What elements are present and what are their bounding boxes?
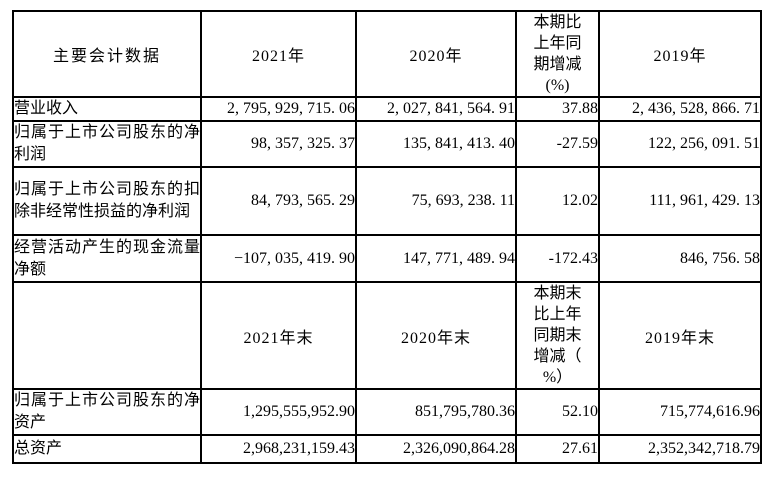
value-2021: 1,295,555,952.90 bbox=[200, 388, 357, 436]
header-2019: 2019年 bbox=[598, 10, 762, 98]
value-yoy: -27.59 bbox=[515, 120, 600, 168]
value-2020: 75, 693, 238. 11 bbox=[355, 166, 517, 236]
metric-label: 营业收入 bbox=[12, 96, 202, 122]
metric-label: 总资产 bbox=[12, 434, 202, 464]
table-row-operating-cash-flow: 经营活动产生的现金流量净额 −107, 035, 419. 90 147, 77… bbox=[12, 234, 762, 283]
value-yoy: 12.02 bbox=[515, 166, 600, 236]
value-yoy: 27.61 bbox=[515, 434, 600, 464]
table-row-net-assets: 归属于上市公司股东的净资产 1,295,555,952.90 851,795,7… bbox=[12, 388, 762, 436]
table-row-revenue: 营业收入 2, 795, 929, 715. 06 2, 027, 841, 5… bbox=[12, 96, 762, 122]
header-metric: 主要会计数据 bbox=[12, 10, 202, 98]
metric-label: 归属于上市公司股东的净资产 bbox=[12, 388, 202, 436]
header-2019-end: 2019年末 bbox=[598, 281, 762, 390]
value-2019: 2,352,342,718.79 bbox=[598, 434, 762, 464]
value-2019: 111, 961, 429. 13 bbox=[598, 166, 762, 236]
header-yoy-change: 本期比 上年同 期增减 (%) bbox=[515, 10, 600, 98]
value-2020: 2,326,090,864.28 bbox=[355, 434, 517, 464]
value-2020: 851,795,780.36 bbox=[355, 388, 517, 436]
value-2021: −107, 035, 419. 90 bbox=[200, 234, 357, 283]
table-row-net-profit: 归属于上市公司股东的净利润 98, 357, 325. 37 135, 841,… bbox=[12, 120, 762, 168]
value-2021: 98, 357, 325. 37 bbox=[200, 120, 357, 168]
value-2019: 846, 756. 58 bbox=[598, 234, 762, 283]
metric-label: 归属于上市公司股东的扣除非经常性损益的净利润 bbox=[12, 166, 202, 236]
value-2020: 147, 771, 489. 94 bbox=[355, 234, 517, 283]
metric-label: 归属于上市公司股东的净利润 bbox=[12, 120, 202, 168]
table-header-year-end: 2021年末 2020年末 本期末 比上年 同期末 增减（ %） 2019年末 bbox=[12, 281, 762, 390]
value-2021: 84, 793, 565. 29 bbox=[200, 166, 357, 236]
header-2020-end: 2020年末 bbox=[355, 281, 517, 390]
header-2021: 2021年 bbox=[200, 10, 357, 98]
value-yoy: 52.10 bbox=[515, 388, 600, 436]
metric-label: 经营活动产生的现金流量净额 bbox=[12, 234, 202, 283]
table-row-total-assets: 总资产 2,968,231,159.43 2,326,090,864.28 27… bbox=[12, 434, 762, 464]
header-yoy-end-change: 本期末 比上年 同期末 增减（ %） bbox=[515, 281, 600, 390]
value-2021: 2, 795, 929, 715. 06 bbox=[200, 96, 357, 122]
value-2021: 2,968,231,159.43 bbox=[200, 434, 357, 464]
value-2019: 122, 256, 091. 51 bbox=[598, 120, 762, 168]
header-2021-end: 2021年末 bbox=[200, 281, 357, 390]
header-empty bbox=[12, 281, 202, 390]
table-row-net-profit-excl-nonrecurring: 归属于上市公司股东的扣除非经常性损益的净利润 84, 793, 565. 29 … bbox=[12, 166, 762, 236]
key-accounting-data-table: 主要会计数据 2021年 2020年 本期比 上年同 期增减 (%) 2019年… bbox=[12, 10, 762, 464]
value-2020: 135, 841, 413. 40 bbox=[355, 120, 517, 168]
header-2020: 2020年 bbox=[355, 10, 517, 98]
value-yoy: -172.43 bbox=[515, 234, 600, 283]
value-2019: 2, 436, 528, 866. 71 bbox=[598, 96, 762, 122]
value-2019: 715,774,616.96 bbox=[598, 388, 762, 436]
table-header-annual: 主要会计数据 2021年 2020年 本期比 上年同 期增减 (%) 2019年 bbox=[12, 10, 762, 98]
value-yoy: 37.88 bbox=[515, 96, 600, 122]
value-2020: 2, 027, 841, 564. 91 bbox=[355, 96, 517, 122]
